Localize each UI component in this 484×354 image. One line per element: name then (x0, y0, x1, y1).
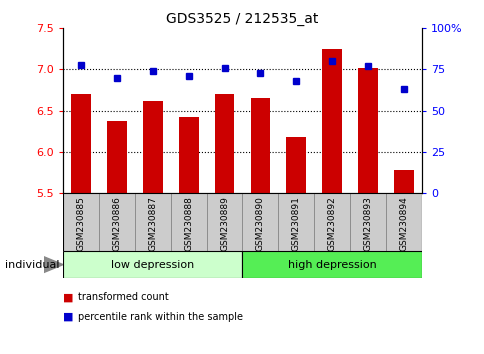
Text: GSM230888: GSM230888 (184, 196, 193, 251)
Text: GSM230894: GSM230894 (399, 196, 408, 251)
Bar (99, 193, 135, 251)
Text: GSM230885: GSM230885 (76, 196, 85, 251)
Bar (135, 193, 170, 251)
Text: transformed count: transformed count (77, 292, 168, 302)
Text: low depression: low depression (111, 259, 194, 270)
Bar (250, 98, 270, 193)
Bar (107, 121, 126, 193)
Text: individual: individual (5, 259, 59, 270)
Bar (349, 193, 385, 251)
Text: GSM230886: GSM230886 (112, 196, 121, 251)
Text: GSM230892: GSM230892 (327, 196, 336, 251)
Text: GSM230893: GSM230893 (363, 196, 372, 251)
Text: percentile rank within the sample: percentile rank within the sample (77, 312, 242, 322)
Text: GSM230890: GSM230890 (256, 196, 264, 251)
Bar (63, 193, 99, 251)
Text: high depression: high depression (287, 259, 376, 270)
Text: GSM230889: GSM230889 (220, 196, 228, 251)
Bar (278, 193, 314, 251)
Bar (179, 117, 198, 193)
Polygon shape (44, 257, 63, 273)
Bar (206, 193, 242, 251)
Bar (242, 251, 421, 278)
Text: GSM230887: GSM230887 (148, 196, 157, 251)
Bar (385, 193, 421, 251)
Bar (314, 193, 349, 251)
Bar (322, 49, 341, 193)
Bar (170, 193, 206, 251)
Bar (214, 94, 234, 193)
Text: ■: ■ (63, 312, 74, 322)
Title: GDS3525 / 212535_at: GDS3525 / 212535_at (166, 12, 318, 26)
Bar (358, 68, 377, 193)
Bar (63, 251, 242, 278)
Bar (242, 193, 278, 251)
Bar (143, 101, 162, 193)
Text: ■: ■ (63, 292, 74, 302)
Text: GSM230891: GSM230891 (291, 196, 300, 251)
Bar (393, 170, 413, 193)
Bar (286, 137, 305, 193)
Bar (71, 94, 91, 193)
